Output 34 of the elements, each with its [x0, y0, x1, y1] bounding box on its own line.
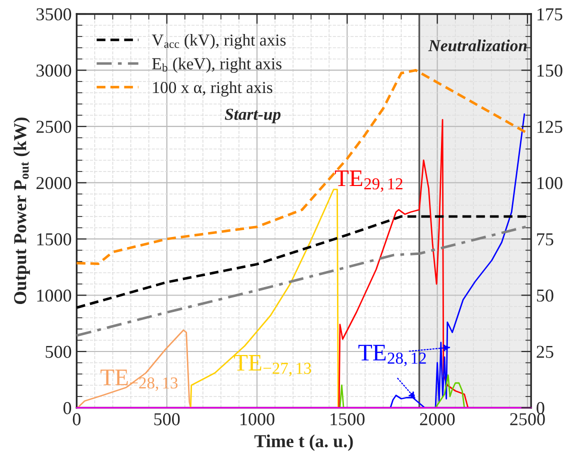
y-tick-label: 3000: [36, 64, 72, 77]
legend-label: 100 x α, right axis: [153, 81, 272, 97]
y-tick-label: 2000: [36, 176, 72, 190]
x-tick-label: 500: [154, 413, 180, 426]
y2-tick-label: 0: [536, 402, 544, 414]
x-axis-title: Time t (a. u.): [254, 434, 353, 451]
y-tick-label: 1000: [37, 290, 72, 302]
x-tick-label: 2000: [420, 413, 455, 426]
line-series: [190, 188, 339, 408]
annotation: Start-up: [224, 108, 281, 124]
y-tick-label: 500: [46, 346, 72, 358]
x-tick-label: 2500: [510, 413, 545, 426]
y-tick-label: 1500: [37, 233, 72, 246]
y2-tick-label: 75: [537, 233, 554, 246]
y-tick-label: 3500: [36, 8, 72, 20]
y2-tick-label: 100: [538, 176, 562, 190]
y-tick-label: 2500: [36, 120, 72, 133]
series-label: TE$_{−28,13}$: [100, 370, 178, 391]
legend-label: E$_{b}$ (keV), right axis: [152, 58, 282, 73]
series-label: TE$_{−27,13}$: [234, 355, 312, 376]
y2-tick-label: 150: [538, 64, 562, 77]
y-tick-label: 0: [63, 402, 72, 414]
y2-tick-label: 25: [536, 346, 554, 358]
y2-tick-label: 175: [538, 8, 562, 20]
y2-tick-label: 125: [538, 120, 562, 133]
x-tick-label: 0: [72, 413, 81, 426]
series-label: TE$_{29,12}$: [334, 170, 402, 192]
legend-label: V$_{acc}$ (kV), right axis: [152, 34, 286, 50]
line-series: [76, 329, 192, 408]
band-label: Neutralization: [428, 40, 527, 52]
x-tick-label: 1500: [330, 413, 365, 426]
y2-tick-label: 50: [536, 290, 554, 302]
y-axis-title: Output Power P$_{out}$ (kW): [14, 118, 30, 304]
x-tick-label: 1000: [240, 413, 274, 426]
